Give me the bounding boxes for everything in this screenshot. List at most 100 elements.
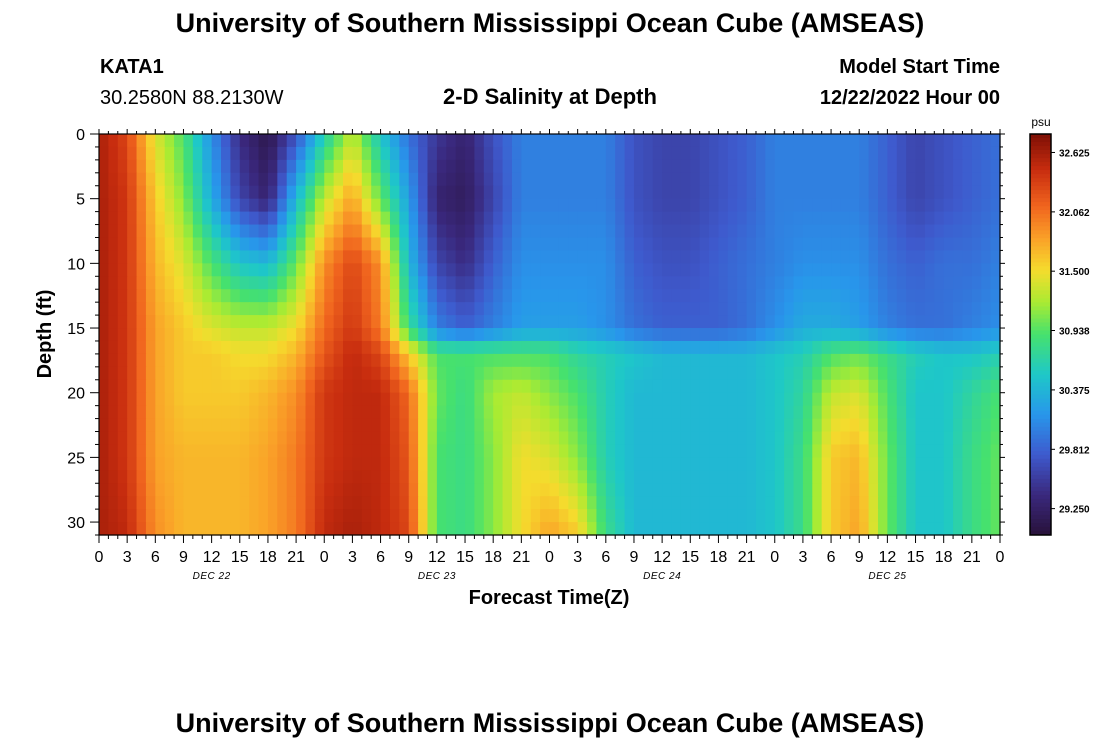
heatmap-cell	[802, 366, 813, 381]
heatmap-cell	[249, 263, 260, 277]
heatmap-cell	[408, 250, 419, 264]
heatmap-cell	[192, 444, 203, 458]
heatmap-cell	[380, 418, 391, 433]
heatmap-cell	[211, 509, 222, 523]
heatmap-cell	[314, 444, 325, 458]
heatmap-cell	[615, 159, 626, 174]
heatmap-cell	[436, 224, 447, 239]
colorbar-segment	[1030, 478, 1051, 484]
heatmap-cell	[971, 211, 982, 226]
heatmap-cell	[887, 172, 898, 187]
heatmap-cell	[549, 263, 560, 277]
heatmap-cell	[971, 134, 982, 148]
heatmap-cell	[896, 431, 907, 446]
heatmap-cell	[277, 418, 288, 433]
heatmap-cell	[981, 366, 992, 381]
heatmap-cell	[371, 134, 382, 148]
heatmap-cell	[643, 185, 654, 200]
heatmap-cell	[108, 146, 119, 161]
heatmap-cell	[221, 263, 231, 277]
heatmap-cell	[183, 522, 194, 536]
heatmap-cell	[896, 211, 907, 226]
heatmap-cell	[755, 379, 766, 394]
heatmap-cell	[540, 302, 551, 316]
heatmap-cell	[727, 237, 738, 252]
heatmap-cell	[305, 353, 316, 368]
heatmap-cell	[371, 353, 382, 368]
heatmap-cell	[934, 522, 945, 536]
heatmap-cell	[699, 289, 710, 303]
heatmap-cell	[962, 134, 973, 148]
heatmap-cell	[774, 405, 785, 420]
heatmap-cell	[145, 340, 156, 355]
heatmap-cell	[530, 276, 541, 290]
heatmap-cell	[558, 509, 569, 523]
heatmap-cell	[755, 392, 766, 407]
heatmap-cell	[446, 522, 457, 536]
heatmap-cell	[662, 509, 673, 523]
heatmap-cell	[652, 328, 663, 342]
heatmap-cell	[399, 328, 410, 342]
heatmap-cell	[718, 146, 729, 161]
heatmap-cell	[793, 418, 804, 433]
heatmap-cell	[521, 263, 532, 277]
heatmap-cell	[258, 172, 269, 187]
heatmap-cell	[662, 198, 673, 213]
heatmap-cell	[436, 366, 447, 381]
heatmap-cell	[718, 405, 729, 420]
heatmap-cell	[446, 340, 457, 355]
heatmap-cell	[737, 496, 748, 510]
heatmap-cell	[399, 522, 410, 536]
heatmap-cell	[324, 366, 335, 381]
heatmap-cell	[136, 444, 147, 458]
heatmap-cell	[633, 302, 644, 316]
heatmap-cell	[953, 509, 964, 523]
heatmap-cell	[981, 146, 992, 161]
heatmap-cell	[662, 224, 673, 239]
heatmap-cell	[286, 405, 297, 420]
heatmap-cell	[887, 496, 898, 510]
heatmap-cell	[680, 185, 691, 200]
heatmap-cell	[221, 328, 231, 342]
heatmap-cell	[906, 522, 917, 536]
heatmap-cell	[202, 418, 213, 433]
heatmap-cell	[877, 237, 888, 252]
heatmap-cell	[314, 237, 325, 252]
heatmap-cell	[558, 444, 569, 458]
heatmap-cell	[727, 328, 738, 342]
heatmap-cell	[718, 392, 729, 407]
heatmap-cell	[99, 146, 109, 161]
heatmap-cell	[521, 340, 532, 355]
heatmap-cell	[934, 276, 945, 290]
heatmap-cell	[943, 496, 954, 510]
heatmap-cell	[277, 431, 288, 446]
heatmap-cell	[493, 444, 504, 458]
heatmap-cell	[953, 224, 964, 239]
heatmap-cell	[305, 146, 316, 161]
heatmap-cell	[202, 224, 213, 239]
heatmap-cell	[511, 289, 522, 303]
heatmap-cell	[718, 483, 729, 497]
heatmap-cell	[906, 134, 917, 148]
heatmap-cell	[755, 224, 766, 239]
colorbar-segment	[1030, 306, 1051, 311]
heatmap-cell	[305, 366, 316, 381]
heatmap-cell	[343, 328, 354, 342]
heatmap-cell	[915, 159, 926, 174]
heatmap-cell	[596, 185, 607, 200]
heatmap-cell	[436, 522, 447, 536]
heatmap-cell	[802, 340, 813, 355]
heatmap-cell	[887, 431, 898, 446]
heatmap-cell	[136, 146, 147, 161]
colorbar-tick-label: 30.938	[1059, 326, 1090, 337]
heatmap-cell	[399, 405, 410, 420]
heatmap-cell	[990, 328, 1001, 342]
heatmap-cell	[624, 315, 635, 329]
heatmap-cell	[296, 159, 307, 174]
heatmap-cell	[174, 250, 185, 264]
heatmap-cell	[568, 444, 579, 458]
heatmap-cell	[277, 379, 288, 394]
heatmap-cell	[568, 146, 579, 161]
heatmap-cell	[962, 315, 973, 329]
heatmap-cell	[784, 340, 795, 355]
